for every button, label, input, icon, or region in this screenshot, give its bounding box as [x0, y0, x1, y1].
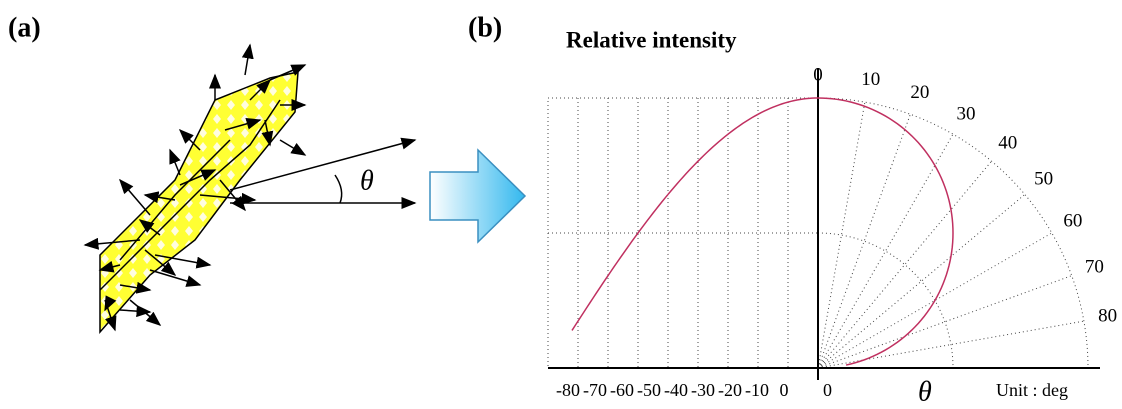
angle-label: 30 — [957, 103, 976, 124]
polar-ray — [817, 275, 1072, 369]
transition-arrow — [429, 148, 527, 244]
unit-label: Unit : deg — [996, 380, 1068, 400]
angle-label: 10 — [861, 69, 880, 90]
polar-ray — [817, 102, 866, 369]
x-tick-label: -20 — [718, 380, 742, 400]
x-tick-label: -50 — [637, 380, 661, 400]
x-tick-label: -10 — [745, 380, 769, 400]
polar-ray — [817, 133, 954, 369]
theta-symbol: θ — [360, 165, 374, 196]
x-tick-label: -70 — [583, 380, 607, 400]
x-tick-label: -60 — [610, 380, 634, 400]
panel-label: (a) — [8, 12, 41, 43]
polar-chart: 0 10 20 30 40 50 60 70 80 -80 -70 -60 -50 -40 -30 -20 -1… — [547, 64, 1117, 407]
theta-symbol: θ — [918, 376, 932, 407]
ray-arrows — [83, 43, 417, 332]
angle-label: 20 — [910, 82, 929, 103]
angle-label: 40 — [998, 133, 1017, 154]
polar-ray — [817, 194, 1026, 369]
polar-arc — [817, 232, 954, 369]
angle-label: 50 — [1034, 169, 1053, 190]
emitter — [99, 71, 299, 334]
angle-label: 80 — [1098, 306, 1117, 327]
angle-arc — [334, 174, 343, 204]
x-tick-label: -30 — [691, 380, 715, 400]
angle-label: 70 — [1085, 256, 1104, 277]
origin-label: 0 — [823, 380, 832, 400]
angle-label: 0 — [813, 64, 823, 85]
x-tick-label: -80 — [556, 380, 580, 400]
chart-title: Relative intensity — [566, 27, 737, 52]
angle-label: 60 — [1063, 210, 1082, 231]
polar-ray — [817, 232, 1053, 369]
intensity-curve — [817, 97, 954, 366]
x-tick-label: 0 — [780, 380, 789, 400]
polar-ray — [817, 160, 992, 369]
panel-label: (b) — [468, 12, 502, 43]
polar-ray — [817, 114, 911, 369]
x-tick-label: -40 — [664, 380, 688, 400]
intensity-curve — [571, 97, 819, 331]
